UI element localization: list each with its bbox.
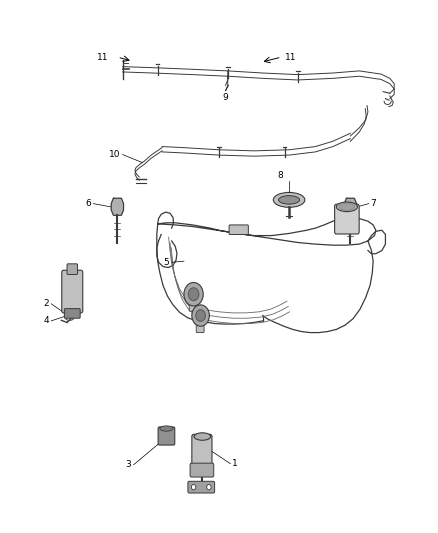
Text: 11: 11 xyxy=(97,53,109,61)
Circle shape xyxy=(196,310,205,321)
FancyBboxPatch shape xyxy=(62,270,83,313)
FancyBboxPatch shape xyxy=(189,295,198,311)
Text: 3: 3 xyxy=(126,461,131,469)
FancyBboxPatch shape xyxy=(188,481,215,493)
Text: 7: 7 xyxy=(370,199,376,208)
Ellipse shape xyxy=(194,433,211,440)
Circle shape xyxy=(192,305,209,326)
Text: 5: 5 xyxy=(164,258,170,266)
Ellipse shape xyxy=(279,196,300,204)
Circle shape xyxy=(191,484,196,490)
Circle shape xyxy=(207,484,211,490)
Polygon shape xyxy=(344,198,357,215)
FancyBboxPatch shape xyxy=(67,264,78,274)
FancyBboxPatch shape xyxy=(190,463,214,477)
Text: 8: 8 xyxy=(277,171,283,180)
Ellipse shape xyxy=(160,426,173,431)
FancyBboxPatch shape xyxy=(196,317,204,333)
Text: 9: 9 xyxy=(223,93,229,102)
Polygon shape xyxy=(111,198,124,215)
Text: 10: 10 xyxy=(109,150,120,159)
Ellipse shape xyxy=(336,202,357,212)
FancyBboxPatch shape xyxy=(192,434,212,468)
Text: 2: 2 xyxy=(43,300,49,308)
Ellipse shape xyxy=(339,204,355,211)
Circle shape xyxy=(184,282,203,306)
FancyBboxPatch shape xyxy=(64,309,80,318)
Circle shape xyxy=(188,288,199,301)
FancyBboxPatch shape xyxy=(229,225,248,235)
FancyBboxPatch shape xyxy=(335,204,359,234)
FancyBboxPatch shape xyxy=(158,427,175,445)
Text: 1: 1 xyxy=(232,459,238,468)
Ellipse shape xyxy=(273,192,305,207)
Text: 6: 6 xyxy=(85,199,91,208)
Text: 11: 11 xyxy=(285,53,296,61)
Text: 4: 4 xyxy=(43,317,49,325)
